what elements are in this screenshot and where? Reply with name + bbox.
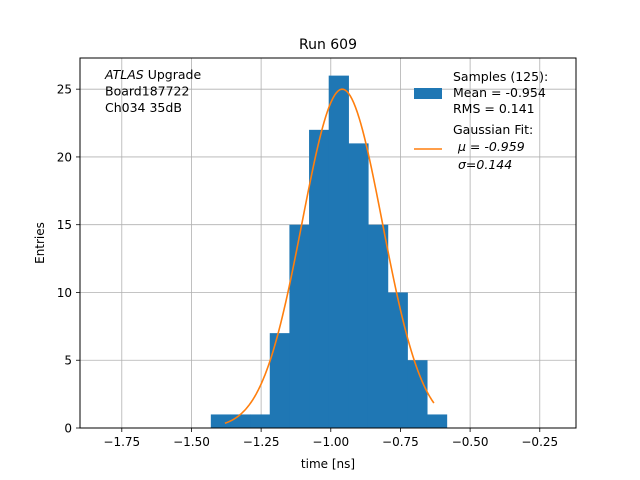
x-axis-label: time [ns]	[301, 457, 355, 471]
histogram-bar	[367, 224, 389, 428]
annotation-italic: ATLAS	[104, 67, 144, 82]
atlas-annotation: ATLAS Upgrade Board187722 Ch034 35dB	[104, 67, 201, 115]
histogram-bar	[289, 224, 310, 428]
y-tick-label: 10	[57, 286, 72, 300]
legend-samples-line: Samples (125):	[453, 69, 548, 84]
y-tick-label: 25	[57, 83, 72, 97]
histogram-bar	[309, 129, 330, 429]
x-tick-label: −1.00	[312, 435, 349, 449]
legend-samples-line: RMS = 0.141	[453, 101, 535, 116]
gaussian-fit	[224, 88, 435, 425]
y-axis-ticks: 0 5 10 15 20 25	[57, 83, 80, 436]
histogram-bar	[407, 360, 428, 428]
annotation-text: Ch034 35dB	[105, 100, 182, 115]
y-tick-label: 15	[57, 218, 72, 232]
x-tick-label: −0.75	[382, 435, 419, 449]
x-tick-label: −1.25	[243, 435, 280, 449]
gaussian-fit-curve	[224, 88, 435, 425]
annotation-line: Board187722	[105, 84, 189, 99]
x-axis-ticks: −1.75 −1.50 −1.25 −1.00 −0.75 −0.50 −0.25	[103, 428, 558, 449]
x-tick-label: −0.50	[452, 435, 489, 449]
legend-fit-line: σ=0.144	[458, 157, 512, 172]
y-tick-label: 20	[57, 150, 72, 164]
histogram-bar	[348, 143, 369, 428]
x-tick-label: −1.75	[103, 435, 140, 449]
histogram-bar	[250, 414, 271, 428]
legend: Samples (125): Mean = -0.954 RMS = 0.141…	[414, 69, 548, 172]
histogram-bar	[230, 414, 251, 428]
x-tick-label: −1.50	[173, 435, 210, 449]
y-tick-label: 5	[64, 354, 72, 368]
annotation-line: Ch034 35dB	[105, 100, 182, 115]
annotation-text: Upgrade	[144, 67, 202, 82]
histogram-bars	[210, 75, 448, 429]
y-axis-label: Entries	[33, 222, 47, 264]
histogram-bar	[328, 75, 349, 428]
legend-handle-samples	[414, 88, 442, 99]
histogram-bar	[269, 333, 291, 428]
histogram-bar	[210, 414, 232, 428]
histogram-bar	[426, 414, 448, 428]
chart-title: Run 609	[299, 37, 357, 53]
y-tick-label: 0	[64, 422, 72, 436]
axes-frame	[79, 57, 577, 429]
annotation-text: Board187722	[105, 84, 189, 99]
legend-samples-line: Mean = -0.954	[453, 85, 546, 100]
legend-fit-line: μ = -0.959	[457, 139, 525, 154]
legend-fit-line: Gaussian Fit:	[453, 122, 533, 137]
annotation-line: ATLAS Upgrade	[104, 67, 201, 82]
x-tick-label: −0.25	[521, 435, 558, 449]
histogram-bar	[387, 292, 408, 428]
